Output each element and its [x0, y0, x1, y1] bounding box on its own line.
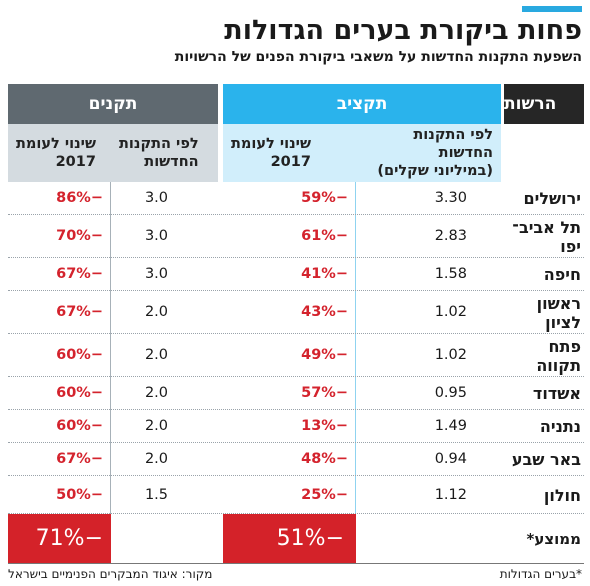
- average-budget-change: −51%: [223, 514, 356, 563]
- average-row: ממוצע* −51% −71%: [8, 514, 584, 563]
- budget-new-value: 1.02: [434, 347, 467, 363]
- standards-new-value: 3.0: [144, 266, 168, 282]
- header-municipality: הרשות: [504, 84, 584, 124]
- subheader-standards-change: שינוי לעומת 2017: [8, 124, 111, 182]
- row-separator: [8, 442, 584, 443]
- row-separator: [8, 376, 584, 377]
- budget-change-value: −49%: [301, 347, 348, 363]
- row-separator: [8, 214, 584, 215]
- budget-new-value: 3.30: [434, 190, 467, 206]
- budget-change-value: −43%: [301, 304, 348, 320]
- accent-bar: [522, 6, 582, 12]
- municipality-name: פתח תקווה: [536, 336, 581, 375]
- standards-change-value: −86%: [56, 190, 103, 206]
- budget-new-value: 0.94: [434, 451, 467, 467]
- budget-change-value: −41%: [301, 266, 348, 282]
- municipality-name: תל אביב־ יפו: [512, 217, 581, 256]
- budget-new-value: 1.49: [434, 418, 467, 434]
- municipality-name: באר שבע: [511, 450, 581, 469]
- row-separator: [8, 513, 584, 514]
- budget-change-value: −25%: [301, 486, 348, 503]
- header-budget: תקציב: [223, 84, 501, 124]
- subheader-budget-new: לפי התקנות החדשות (במיליוני שקלים): [356, 124, 501, 182]
- budget-new-value: 2.83: [434, 228, 467, 244]
- table-row: ירושלים 3.30 −59% 3.0 −86%: [8, 182, 584, 215]
- standards-change-value: −60%: [56, 385, 103, 401]
- footnote: *בערים הגדולות: [499, 567, 582, 581]
- standards-new-value: 2.0: [144, 451, 168, 467]
- budget-new-value: 1.02: [434, 304, 467, 320]
- header-standards: תקנים: [8, 84, 218, 124]
- table-row: נתניה 1.49 −13% 2.0 −60%: [8, 410, 584, 443]
- budget-change-value: −59%: [301, 190, 348, 206]
- column-divider: [355, 182, 356, 514]
- budget-new-value: 1.12: [434, 486, 467, 503]
- subheader-standards-new: לפי התקנות החדשות: [111, 124, 218, 182]
- standards-new-value: 2.0: [144, 418, 168, 434]
- table-row: פתח תקווה 1.02 −49% 2.0 −60%: [8, 334, 584, 377]
- average-label: ממוצע*: [526, 529, 582, 548]
- budget-change-value: −57%: [301, 385, 348, 401]
- standards-new-value: 2.0: [144, 385, 168, 401]
- budget-new-value: 0.95: [434, 385, 467, 401]
- municipality-name: אשדוד: [532, 384, 581, 403]
- municipality-name: חולון: [543, 485, 581, 505]
- standards-change-value: −60%: [56, 418, 103, 434]
- table-row: תל אביב־ יפו 2.83 −61% 3.0 −70%: [8, 215, 584, 258]
- table-row: ראשון לציון 1.02 −43% 2.0 −67%: [8, 291, 584, 334]
- municipality-name: נתניה: [539, 417, 581, 436]
- table-row: באר שבע 0.94 −48% 2.0 −67%: [8, 443, 584, 476]
- table-row: חיפה 1.58 −41% 3.0 −67%: [8, 258, 584, 291]
- standards-new-value: 3.0: [144, 190, 168, 206]
- standards-new-value: 2.0: [144, 304, 168, 320]
- budget-new-value: 1.58: [434, 266, 467, 282]
- standards-change-value: −60%: [56, 347, 103, 363]
- data-table: הרשות תקציב תקנים לפי התקנות החדשות (במי…: [8, 84, 584, 563]
- bottom-rule: [8, 563, 584, 564]
- municipality-name: ירושלים: [523, 189, 582, 208]
- source-note: מקור: איגוד המבקרים הפנימיים בישראל: [8, 567, 213, 581]
- table-row: אשדוד 0.95 −57% 2.0 −60%: [8, 377, 584, 410]
- standards-change-value: −50%: [56, 486, 103, 503]
- row-separator: [8, 333, 584, 334]
- chart-subtitle: השפעת התקנות החדשות על משאבי ביקורת הפני…: [174, 49, 582, 65]
- standards-change-value: −67%: [56, 266, 103, 282]
- column-divider: [110, 182, 111, 514]
- row-separator: [8, 290, 584, 291]
- standards-new-value: 2.0: [144, 347, 168, 363]
- standards-change-value: −67%: [56, 304, 103, 320]
- row-separator: [8, 257, 584, 258]
- table-row: חולון 1.12 −25% 1.5 −50%: [8, 476, 584, 514]
- budget-change-value: −61%: [301, 228, 348, 244]
- standards-change-value: −70%: [56, 228, 103, 244]
- row-separator: [8, 475, 584, 476]
- standards-new-value: 1.5: [144, 486, 168, 503]
- subheader-budget-change: שינוי לעומת 2017: [223, 124, 356, 182]
- row-separator: [8, 409, 584, 410]
- standards-new-value: 3.0: [144, 228, 168, 244]
- budget-change-value: −13%: [301, 418, 348, 434]
- chart-title: פחות ביקורת בערים הגדולות: [224, 15, 582, 46]
- standards-change-value: −67%: [56, 451, 103, 467]
- municipality-name: חיפה: [543, 265, 581, 284]
- municipality-name: ראשון לציון: [536, 293, 581, 332]
- budget-change-value: −48%: [301, 451, 348, 467]
- average-standards-change: −71%: [8, 514, 111, 563]
